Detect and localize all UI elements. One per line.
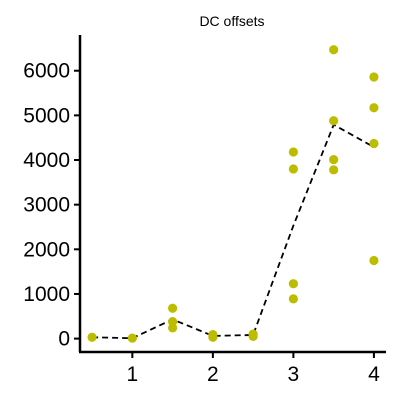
y-tick-label: 1000 xyxy=(23,283,70,306)
data-point xyxy=(369,255,379,266)
data-point xyxy=(127,333,137,343)
y-ticks: 0 1000 2000 3000 4000 5000 6000 xyxy=(23,60,80,351)
data-point xyxy=(369,138,379,149)
data-point xyxy=(288,147,298,157)
data-point xyxy=(288,164,298,174)
x-tick-label: 1 xyxy=(126,363,138,386)
axes xyxy=(78,35,386,354)
y-tick-label: 3000 xyxy=(23,194,70,217)
data-point xyxy=(329,154,339,165)
data-point xyxy=(329,116,339,126)
y-tick-label: 2000 xyxy=(23,238,70,261)
data-point xyxy=(288,279,298,289)
data-point xyxy=(168,303,178,313)
data-point xyxy=(288,294,298,304)
x-tick-label: 4 xyxy=(368,363,380,386)
y-tick-label: 4000 xyxy=(23,149,70,172)
y-tick-label: 5000 xyxy=(23,104,70,127)
data-points xyxy=(87,45,379,343)
x-ticks: 1 2 3 4 xyxy=(126,352,380,386)
mean-dashed-line xyxy=(92,123,375,340)
data-point xyxy=(329,45,339,55)
y-tick-label: 0 xyxy=(58,328,70,351)
chart-title: DC offsets xyxy=(199,13,264,29)
data-point xyxy=(369,72,379,82)
y-tick-label: 6000 xyxy=(23,60,70,83)
data-point xyxy=(248,331,258,341)
data-point xyxy=(369,103,379,113)
data-point xyxy=(208,332,218,342)
x-tick-label: 2 xyxy=(207,363,219,386)
data-point xyxy=(87,332,97,342)
x-tick-label: 3 xyxy=(288,363,300,386)
mean-lines xyxy=(92,123,375,340)
data-point xyxy=(329,165,339,175)
data-point xyxy=(168,323,178,333)
